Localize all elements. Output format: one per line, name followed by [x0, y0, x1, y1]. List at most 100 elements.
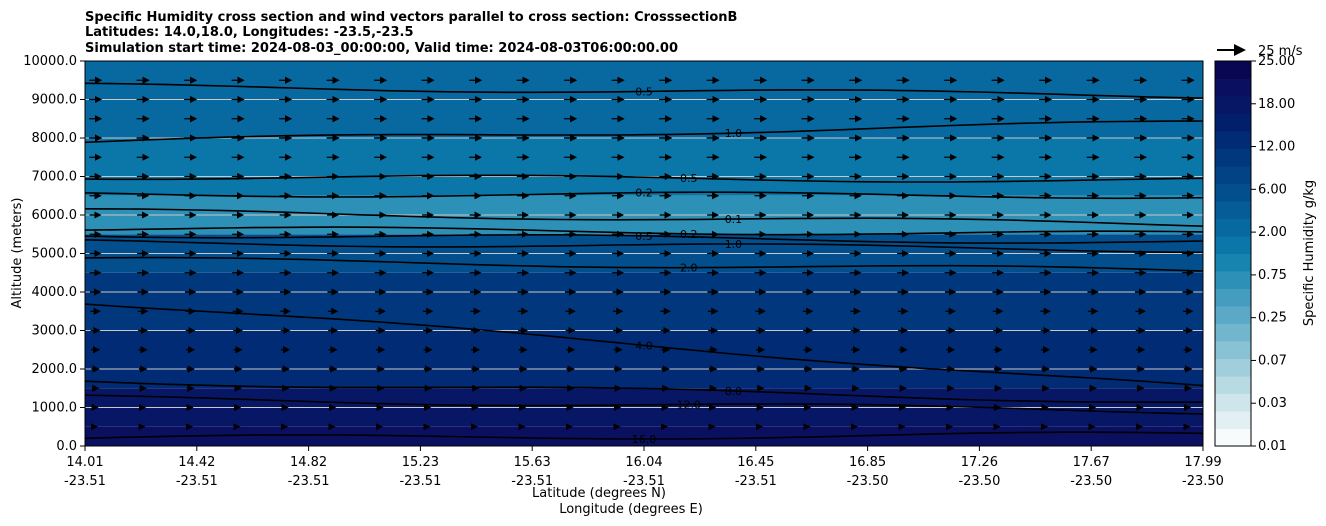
colorbar-label: Specific Humidity g/kg	[1302, 180, 1317, 326]
wind-vectors	[89, 76, 1195, 431]
y-axis: 0.0 1000.0 2000.0 3000.0 4000.0 5000.0 6000.0 7…	[23, 54, 85, 454]
field-band-6	[85, 138, 1203, 196]
colorbar: 0.01 0.03 0.07 0.25 0.75 2.00 6.00 12.00 18.00 25…	[1214, 54, 1295, 454]
x-tick-lat-4: 15.63	[514, 455, 551, 470]
contour-label-8: 0.1	[725, 213, 743, 226]
colorbar-segment-10	[1215, 253, 1251, 272]
x-tick-lat-10: 17.99	[1184, 455, 1221, 470]
colorbar-tick-label-8: 18.00	[1258, 97, 1295, 112]
x-tick-lat-6: 16.45	[737, 455, 774, 470]
reference-vector-key: 25 m/s	[1217, 44, 1303, 59]
contour-line-0	[85, 431, 1203, 440]
x-tick-lat-7: 16.85	[849, 455, 886, 470]
colorbar-segment-19	[1215, 96, 1251, 114]
y-tick-label-3: 3000.0	[32, 324, 78, 339]
y-tick-label-6: 6000.0	[32, 208, 78, 223]
x-axis: 14.01 -23.51 14.42 -23.51 14.82 -23.51 15.23 -2…	[64, 446, 1224, 489]
contour-line-1	[85, 394, 1203, 415]
contour-line-12	[85, 82, 1203, 99]
colorbar-frame	[1214, 60, 1252, 447]
colorbar-segment-13	[1215, 201, 1251, 219]
x-tick-lat-3: 15.23	[402, 455, 439, 470]
colorbar-segment-12	[1215, 218, 1251, 237]
contour-line-11	[85, 120, 1203, 144]
contour-label-0: 16.0	[632, 433, 657, 446]
title-line-2: Latitudes: 14.0,18.0, Longitudes: -23.5,…	[85, 25, 414, 40]
x-tick-lon-6: -23.51	[735, 474, 777, 489]
colorbar-segment-2	[1215, 393, 1251, 412]
colorbar-tick-label-0: 0.01	[1258, 439, 1287, 454]
colorbar-segment-9	[1215, 271, 1251, 289]
x-tick-lon-8: -23.50	[958, 474, 1000, 489]
x-tick-lat-1: 14.42	[178, 455, 215, 470]
contour-label-4: 2.0	[680, 262, 698, 275]
contour-label-10: 0.5	[680, 172, 698, 185]
colorbar-segment-17	[1215, 131, 1251, 149]
contour-label-7: 0.2	[680, 228, 698, 241]
colorbar-tick-label-3: 0.25	[1258, 311, 1287, 326]
contour-label-6: 0.5	[635, 230, 653, 243]
x-axis-label-longitude: Longitude (degrees E)	[559, 502, 703, 517]
contour-label-3: 4.0	[635, 339, 653, 352]
title-line-1: Specific Humidity cross section and wind…	[85, 10, 737, 25]
contour-label-11: 1.0	[725, 127, 743, 140]
x-tick-lon-0: -23.51	[64, 474, 106, 489]
x-tick-lon-10: -23.50	[1182, 474, 1224, 489]
y-tick-label-10: 10000.0	[23, 54, 77, 69]
x-axis-label-latitude: Latitude (degrees N)	[532, 486, 666, 501]
contour-label-9: 0.2	[635, 187, 653, 200]
colorbar-segment-5	[1215, 341, 1251, 359]
y-tick-label-5: 5000.0	[32, 247, 78, 262]
plot-area: 16.0 12.0 8.0 4.0 2.0 1.0 0.5 0.2 0.1 0.2 0.5 1.0 0.…	[85, 61, 1203, 446]
colorbar-segment-8	[1215, 288, 1251, 307]
colorbar-tick-label-2: 0.07	[1258, 353, 1287, 368]
reference-vector-label: 25 m/s	[1258, 44, 1303, 59]
colorbar-segment-0	[1215, 428, 1251, 447]
contour-label-1: 12.0	[676, 398, 701, 411]
x-tick-lon-4: -23.51	[511, 474, 553, 489]
contour-line-9	[85, 191, 1203, 200]
field-band-0	[85, 426, 1203, 446]
field-band-2	[85, 330, 1203, 389]
contour-lines: 16.0 12.0 8.0 4.0 2.0 1.0 0.5 0.2 0.1 0.2 0.5 1.0 0.…	[85, 82, 1203, 446]
colorbar-segment-21	[1215, 61, 1251, 79]
x-tick-lon-1: -23.51	[176, 474, 218, 489]
x-tick-lon-7: -23.50	[847, 474, 889, 489]
colorbar-segment-7	[1215, 306, 1251, 324]
contour-line-4	[85, 256, 1203, 272]
x-tick-lat-5: 16.04	[625, 455, 662, 470]
y-tick-label-8: 8000.0	[32, 131, 78, 146]
x-tick-lon-2: -23.51	[288, 474, 330, 489]
colorbar-segment-20	[1215, 78, 1251, 97]
contour-line-7	[85, 226, 1203, 236]
contour-line-2	[85, 380, 1203, 404]
y-axis-label: Altitude (meters)	[10, 198, 25, 309]
colorbar-tick-label-7: 12.00	[1258, 140, 1295, 155]
x-tick-lat-9: 17.67	[1073, 455, 1110, 470]
x-tick-lat-2: 14.82	[290, 455, 327, 470]
colorbar-tick-label-4: 0.75	[1258, 268, 1287, 283]
y-tick-label-4: 4000.0	[32, 285, 78, 300]
contour-line-6	[85, 234, 1203, 244]
colorbar-tick-label-6: 6.00	[1258, 182, 1287, 197]
y-tick-label-7: 7000.0	[32, 170, 78, 185]
x-tick-lat-0: 14.01	[66, 455, 103, 470]
y-tick-label-1: 1000.0	[32, 401, 78, 416]
x-tick-lat-8: 17.26	[961, 455, 998, 470]
colorbar-segment-6	[1215, 323, 1251, 342]
colorbar-segment-3	[1215, 376, 1251, 394]
y-tick-label-2: 2000.0	[32, 362, 78, 377]
x-tick-lon-9: -23.50	[1070, 474, 1112, 489]
colorbar-segment-15	[1215, 166, 1251, 184]
contour-line-5	[85, 239, 1203, 254]
contour-line-10	[85, 174, 1203, 183]
contour-line-8	[85, 208, 1203, 227]
y-tick-label-9: 9000.0	[32, 93, 78, 108]
x-tick-lon-5: -23.51	[623, 474, 665, 489]
x-tick-lon-3: -23.51	[399, 474, 441, 489]
contour-label-2: 8.0	[725, 385, 743, 398]
colorbar-segment-18	[1215, 113, 1251, 132]
contour-label-12: 0.5	[635, 85, 653, 98]
colorbar-tick-label-1: 0.03	[1258, 396, 1287, 411]
